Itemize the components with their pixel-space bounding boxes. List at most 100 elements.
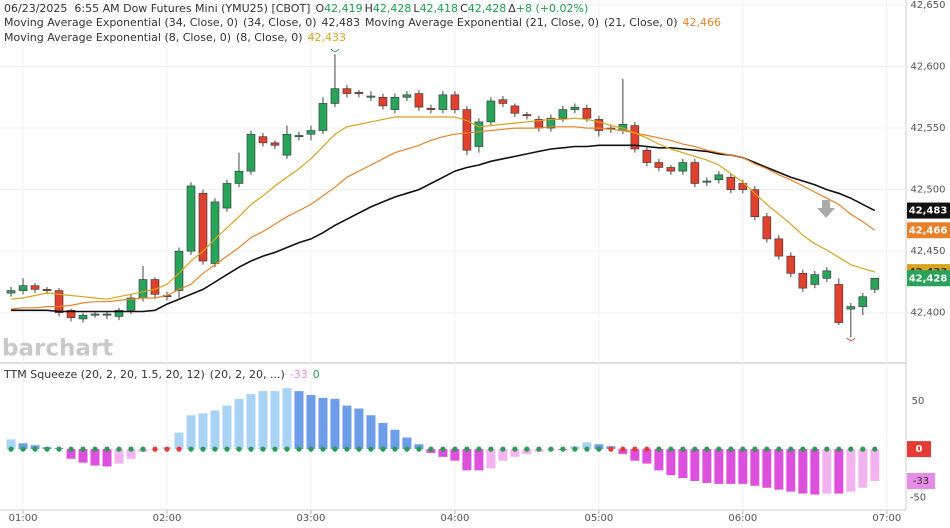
quote-value: +8 (+0.02%) [516, 2, 588, 15]
momentum-bar [114, 449, 124, 464]
candle-body [222, 183, 232, 209]
signal-arrow [817, 200, 835, 218]
momentum-bar [486, 449, 496, 469]
candle-body [234, 170, 244, 184]
squeeze-dot [704, 446, 710, 452]
candle-body [78, 314, 88, 320]
momentum-bar [366, 415, 376, 450]
candle-body [414, 93, 424, 108]
momentum-bar [510, 449, 520, 457]
momentum-bar [198, 413, 208, 450]
squeeze-dot [476, 446, 482, 452]
quote-value: 42,428 [468, 2, 507, 15]
momentum-bar [18, 443, 28, 450]
squeeze-dot [284, 446, 290, 452]
momentum-bar [666, 449, 676, 476]
y-tick-label: 42,550 [911, 123, 946, 134]
candle-body [126, 297, 136, 311]
candle-body [174, 250, 184, 291]
squeeze-dot [272, 446, 278, 452]
momentum-bar [174, 432, 184, 450]
grid [0, 0, 906, 510]
momentum-bar [846, 449, 856, 492]
momentum-bar [726, 449, 736, 484]
momentum-bar [186, 415, 196, 450]
squeeze-dot [824, 446, 830, 452]
squeeze-dot [392, 446, 398, 452]
momentum-bar [402, 437, 412, 450]
squeeze-dot [452, 446, 458, 452]
candle-body [786, 255, 796, 274]
squeeze-dot [536, 446, 542, 452]
candle-body [630, 125, 640, 150]
price-label-box [907, 202, 950, 219]
squeeze-dot [800, 446, 806, 452]
momentum-bar [6, 439, 16, 450]
momentum-bar [690, 449, 700, 481]
candle-body [486, 100, 496, 123]
momentum-bar [678, 449, 688, 479]
squeeze-dot [140, 446, 146, 452]
squeeze-dot [308, 446, 314, 452]
squeeze-dot [344, 446, 350, 452]
momentum-bar [90, 449, 100, 466]
candle-body [270, 142, 280, 146]
candle-body [426, 108, 436, 110]
momentum-bar [630, 449, 640, 461]
squeeze-dot [848, 446, 854, 452]
candle-body [846, 306, 856, 310]
squeeze-dot [356, 446, 362, 452]
squeeze-dot [116, 446, 122, 452]
momentum-bar [294, 391, 304, 450]
candle-body [42, 289, 52, 291]
legend-inputs: (8, Close, 0) [236, 31, 303, 44]
candle-body [90, 313, 100, 316]
low-marker [846, 337, 856, 341]
momentum-bar [822, 449, 832, 494]
squeeze-dot [56, 446, 62, 452]
momentum-bar [498, 449, 508, 461]
x-tick-label: 04:00 [441, 513, 470, 524]
quote-prefix: C [460, 2, 468, 15]
candle-body [714, 174, 724, 181]
candle-body [258, 136, 268, 144]
squeeze-dot [440, 446, 446, 452]
momentum-bar [654, 449, 664, 471]
quote-prefix: H [365, 2, 373, 15]
squeeze-dot [236, 446, 242, 452]
axis-labels: 42,400 42,450 42,500 42,550 42,600 42,650 01:0… [9, 0, 950, 524]
value-label: -33 [913, 476, 929, 487]
candle-body [654, 162, 664, 168]
quote-value: 42,418 [420, 2, 459, 15]
candle-body [138, 279, 148, 299]
legend-value: 42,483 [322, 16, 361, 29]
candle-body [750, 189, 760, 218]
indicator-inputs: (20, 2, 20, ...) [210, 368, 285, 381]
momentum-bar [786, 449, 796, 492]
candle-body [366, 95, 376, 98]
candle-body [102, 313, 112, 316]
header-line: 06/23/2025 6:55 AM Dow Futures Mini (YMU… [4, 2, 588, 15]
x-tick-label: 07:00 [872, 513, 901, 524]
squeeze-dot [152, 446, 158, 452]
candle-body [822, 270, 832, 279]
candle-body [342, 88, 352, 94]
price-label: 42,428 [909, 273, 948, 284]
candle-body [546, 117, 556, 129]
legend-value: 42,433 [308, 31, 347, 44]
squeeze-dot [620, 446, 626, 452]
squeeze-dot [380, 446, 386, 452]
momentum-bar [462, 449, 472, 471]
squeeze-dot [608, 446, 614, 452]
momentum-bar [810, 449, 820, 495]
candle-body [570, 106, 580, 110]
momentum-bar [738, 449, 748, 484]
title: 06/23/2025 6:55 AM Dow Futures Mini (YMU… [4, 2, 310, 15]
indicator-title: TTM Squeeze (20, 2, 20, 1.5, 20, 12) [3, 368, 205, 381]
momentum-bar [582, 442, 592, 450]
candle-body [810, 274, 820, 285]
candle-body [150, 279, 160, 295]
quote-prefix: L [413, 2, 420, 15]
squeeze-dot [692, 446, 698, 452]
squeeze-dot [572, 446, 578, 452]
